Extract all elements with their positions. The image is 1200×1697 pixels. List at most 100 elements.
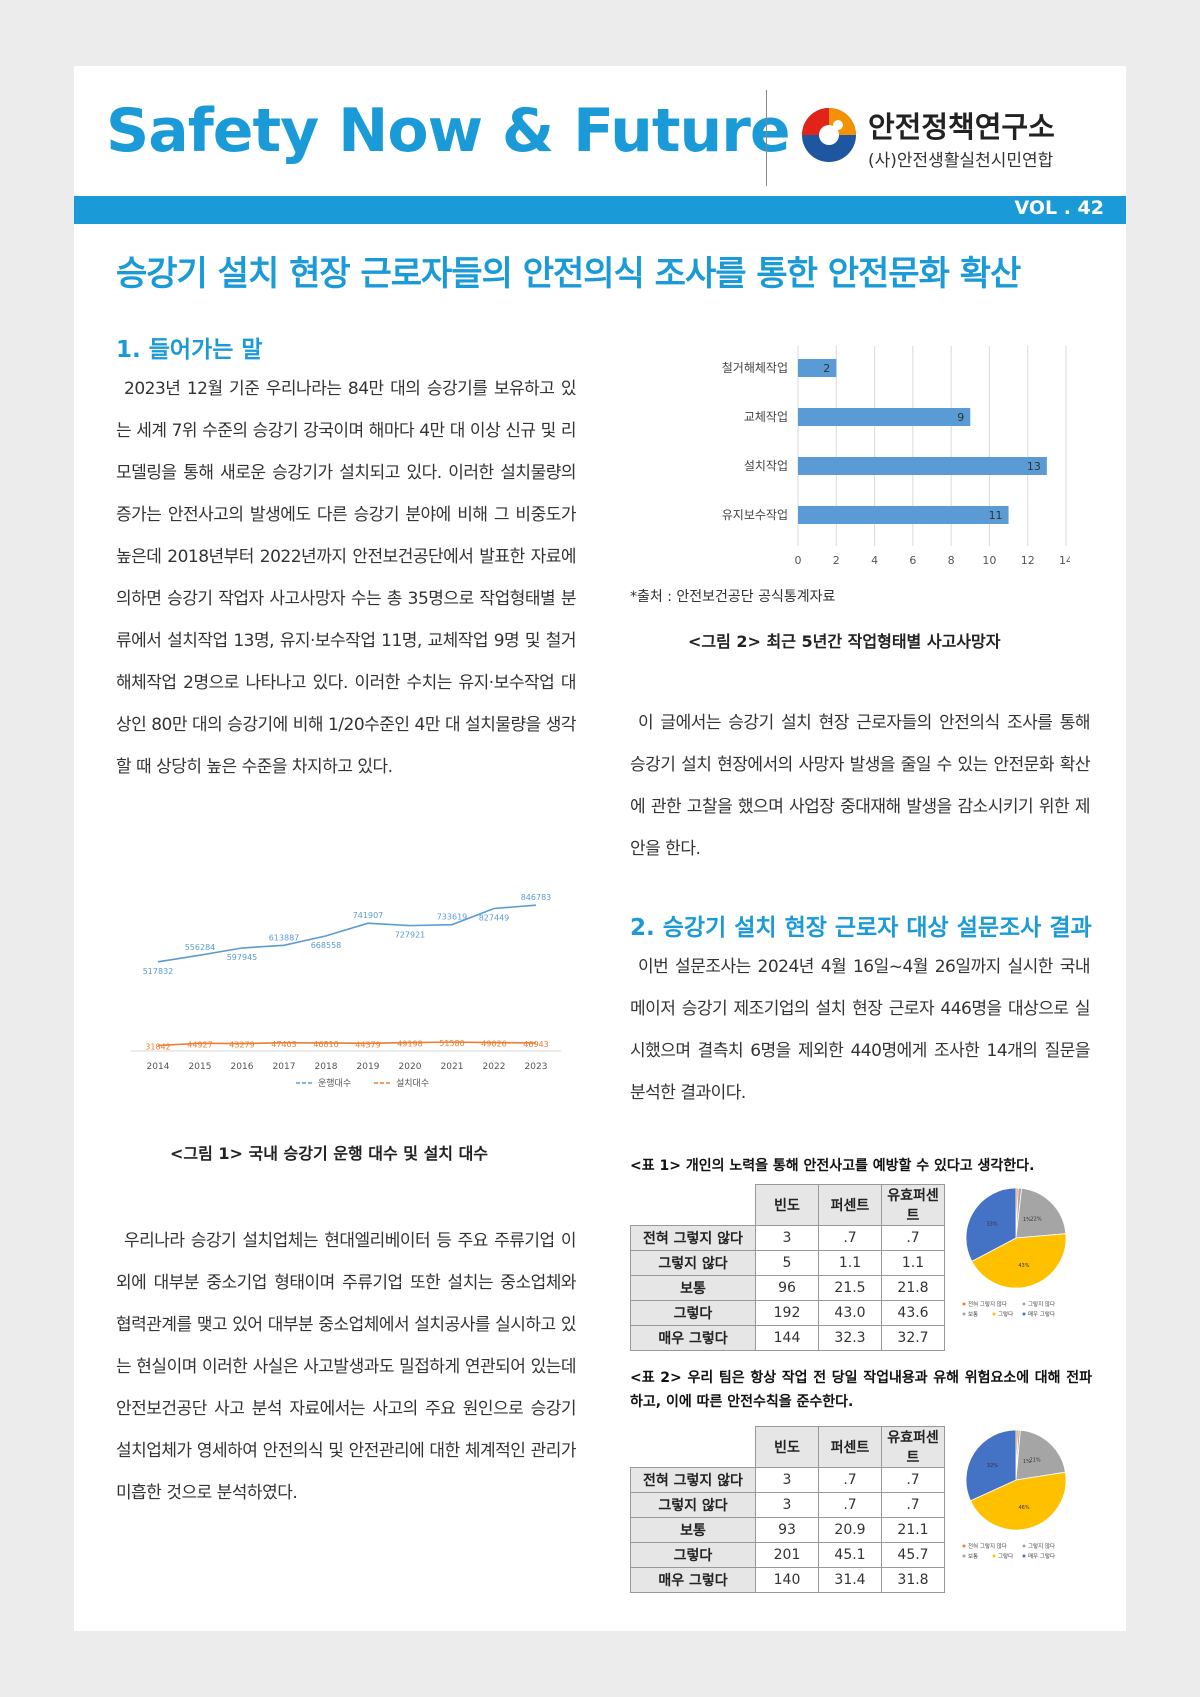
legend-marker — [962, 1312, 966, 1316]
cell-pct: 43.0 — [818, 1300, 882, 1326]
data-label: 727921 — [395, 931, 426, 940]
x-tick-label: 2020 — [399, 1062, 422, 1072]
legend-label: 그렇지 않다 — [1028, 1542, 1055, 1550]
cell-valid-pct: 21.8 — [881, 1275, 945, 1301]
col-header-freq: 빈도 — [755, 1184, 819, 1226]
cell-valid-pct: 43.6 — [881, 1300, 945, 1326]
table-row: 매우 그렇다 144 32.3 32.7 — [630, 1325, 945, 1351]
x-tick-label: 2022 — [483, 1062, 506, 1072]
table-row: 그렇다 192 43.0 43.6 — [630, 1300, 945, 1326]
section1-heading: 1. 들어가는 말 — [116, 337, 263, 363]
x-tick-label: 2014 — [147, 1062, 170, 1072]
cell-valid-pct: .7 — [881, 1467, 945, 1493]
pie-pct-label: 43% — [1018, 1263, 1029, 1269]
row-label: 매우 그렇다 — [630, 1325, 756, 1351]
row-label: 보통 — [630, 1517, 756, 1543]
pie-pct-label: 1% — [1023, 1459, 1031, 1465]
x-tick-label: 0 — [795, 554, 802, 567]
bar — [798, 408, 971, 426]
data-label: 741907 — [353, 911, 384, 920]
cell-valid-pct: .7 — [881, 1225, 945, 1251]
legend-marker — [992, 1554, 996, 1558]
pie-pct-label: 32% — [987, 1463, 998, 1469]
cell-pct: 1.1 — [818, 1250, 882, 1276]
data-label: 597945 — [227, 953, 258, 962]
pie-slice — [971, 1233, 1067, 1289]
section1-paragraph1: 2023년 12월 기준 우리나라는 84만 대의 승강기를 보유하고 있는 세… — [116, 379, 577, 777]
table-row: 전혀 그렇지 않다 3.7.7 — [630, 1467, 945, 1493]
data-label: 43279 — [229, 1041, 254, 1050]
cell-freq: 3 — [755, 1467, 819, 1493]
col-header-pct: 퍼센트 — [818, 1426, 882, 1468]
bar-value-label: 13 — [1027, 460, 1041, 473]
col-header-valid-pct: 유효퍼센트 — [881, 1426, 945, 1468]
data-label: 517832 — [143, 967, 174, 976]
x-tick-label: 2019 — [357, 1062, 380, 1072]
data-label: 556284 — [185, 943, 216, 952]
category-label: 유지보수작업 — [722, 508, 788, 522]
data-label: 51580 — [439, 1039, 464, 1048]
x-tick-label: 2015 — [189, 1062, 212, 1072]
data-label: 827449 — [479, 913, 510, 922]
bar-value-label: 2 — [823, 362, 830, 375]
header-divider — [766, 90, 767, 186]
legend-marker — [1022, 1544, 1026, 1548]
table2-title: <표 2> 우리 팀은 항상 작업 전 당일 작업내용과 유해 위험요소에 대해… — [630, 1370, 1092, 1410]
row-label: 전혀 그렇지 않다 — [630, 1225, 756, 1251]
data-label: 613887 — [269, 933, 300, 942]
series-line-1 — [157, 904, 537, 963]
cell-freq: 93 — [755, 1517, 819, 1543]
x-tick-label: 4 — [871, 554, 878, 567]
data-label: 668558 — [311, 941, 342, 950]
x-tick-label: 6 — [909, 554, 916, 567]
article-title: 승강기 설치 현장 근로자들의 안전의식 조사를 통한 안전문화 확산 — [116, 254, 1021, 294]
x-tick-label: 8 — [948, 554, 955, 567]
legend-label: 보통 — [968, 1553, 978, 1560]
pie-pct-label: 21% — [1030, 1458, 1041, 1464]
x-tick-label: 2018 — [315, 1062, 338, 1072]
x-tick-label: 10 — [982, 554, 996, 567]
cell-pct: .7 — [818, 1492, 882, 1518]
bar — [798, 506, 1009, 524]
cell-freq: 192 — [755, 1300, 819, 1326]
col-header-valid-pct: 유효퍼센트 — [881, 1184, 945, 1226]
legend-label: 매우 그렇다 — [1028, 1552, 1055, 1560]
bar-value-label: 11 — [989, 509, 1003, 522]
col-header-pct: 퍼센트 — [818, 1184, 882, 1226]
cell-pct: 21.5 — [818, 1275, 882, 1301]
legend-marker — [992, 1312, 996, 1316]
cell-valid-pct: 45.7 — [881, 1542, 945, 1568]
row-label: 보통 — [630, 1275, 756, 1301]
data-label: 47403 — [271, 1040, 296, 1049]
data-label: 44379 — [355, 1040, 380, 1049]
col-header-freq: 빈도 — [755, 1426, 819, 1468]
category-label: 철거해체작업 — [722, 361, 788, 375]
cell-valid-pct: 21.1 — [881, 1517, 945, 1543]
table1: 빈도 퍼센트 유효퍼센트 전혀 그렇지 않다 3.7.7 그렇지 않다 5 1.1 1.… — [630, 1184, 945, 1351]
table1-title: <표 1> 개인의 노력을 통해 안전사고를 예방할 수 있다고 생각한다. — [630, 1158, 1035, 1174]
x-tick-label: 12 — [1021, 554, 1035, 567]
cell-freq: 3 — [755, 1225, 819, 1251]
figure2-caption: <그림 2> 최근 5년간 작업형태별 사고사망자 — [688, 632, 1001, 651]
legend-label: 설치대수 — [396, 1077, 429, 1089]
newsletter-page: Safety Now & Future 안전정책연구소 (사)안전생활실천시민연… — [74, 66, 1126, 1631]
pie-slice — [1015, 1188, 1067, 1239]
data-label: 44927 — [187, 1040, 212, 1049]
table-row: 그렇지 않다 3.7.7 — [630, 1492, 945, 1518]
cell-freq: 3 — [755, 1492, 819, 1518]
legend-marker — [1022, 1554, 1026, 1558]
section2-paragraph1: 이번 설문조사는 2024년 4월 16일~4월 26일까지 실시한 국내 메이… — [630, 957, 1091, 1103]
volume-bar: VOL . 42 — [74, 196, 1126, 224]
data-label: 46943 — [523, 1040, 548, 1049]
legend-marker — [962, 1544, 966, 1548]
section1-paragraph2: 우리나라 승강기 설치업체는 현대엘리베이터 등 주요 주류기업 이외에 대부분… — [116, 1231, 577, 1503]
legend-label: 그렇다 — [998, 1310, 1013, 1318]
table-row: 보통 93 20.9 21.1 — [630, 1517, 945, 1543]
data-label: 733619 — [437, 913, 468, 922]
cell-valid-pct: .7 — [881, 1492, 945, 1518]
line-chart-elevators: 2014 2015 2016 2017 2018 2019 2020 2021 2022 2023… — [131, 893, 561, 1089]
org-logo-icon — [802, 108, 856, 162]
row-label: 그렇지 않다 — [630, 1492, 756, 1518]
